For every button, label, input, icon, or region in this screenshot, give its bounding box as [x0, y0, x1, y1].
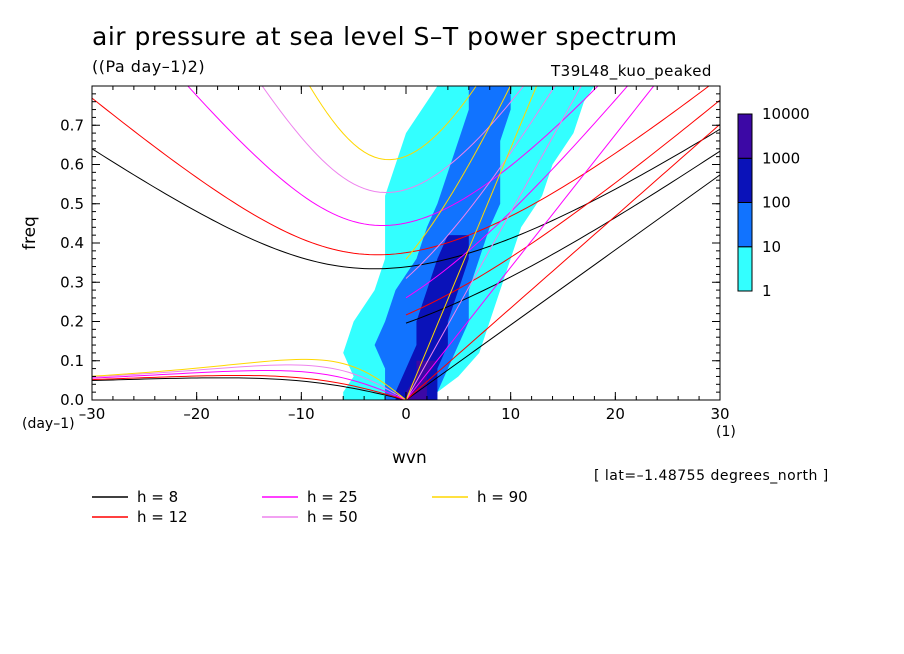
rossby-curve-12	[92, 374, 407, 400]
legend-label: h = 8	[137, 488, 178, 506]
y-ticks: 0.0 0.1 0.2 0.3 0.4 0.5 0.6 0.7	[60, 93, 720, 409]
inertia-gravity-curve-12	[92, 86, 710, 256]
contour-band-10	[374, 86, 511, 400]
chart-units: ((Pa day–1)2)	[92, 57, 206, 76]
colorbar-swatch	[737, 113, 753, 159]
mixed-rossby-gravity-curve-50	[405, 86, 556, 279]
y-tick-label: 0.4	[60, 234, 84, 252]
x-tick-label: –20	[183, 405, 210, 423]
x-tick-label: –30	[79, 405, 106, 423]
colorbar-swatch	[737, 246, 753, 292]
kelvin-curve-50	[405, 86, 582, 400]
colorbar-label: 1	[762, 282, 772, 300]
experiment-label: T39L48_kuo_peaked	[551, 62, 712, 80]
y-tick-label: 0.6	[60, 156, 84, 174]
colorbar-swatch	[737, 157, 753, 203]
chart-title: air pressure at sea level S–T power spec…	[92, 22, 678, 51]
kelvin-curve-12	[405, 123, 720, 400]
inertia-gravity-curve-25	[187, 86, 599, 227]
inertia-gravity-curve-50	[261, 86, 525, 194]
x-tick-label: 20	[606, 405, 625, 423]
mixed-rossby-gravity-curve-12	[405, 99, 720, 316]
mixed-rossby-gravity-curve-25	[405, 86, 629, 299]
contour-bands	[343, 86, 595, 400]
x-ticks: –30 –20 –10 0 10 20 30	[79, 86, 730, 423]
rossby-curve-90	[92, 358, 407, 400]
mixed-rossby-gravity-curve-90	[405, 86, 511, 260]
contour-band-100	[395, 235, 469, 400]
y-tick-label: 0.5	[60, 195, 84, 213]
rossby-curve-8	[92, 377, 407, 400]
x-tick-label: 10	[501, 405, 520, 423]
y-tick-label: 0.7	[60, 116, 84, 134]
x-axis-label: wvn	[392, 448, 427, 468]
y-axis-label: freq	[20, 216, 40, 250]
y-tick-label: 0.2	[60, 313, 84, 331]
x-tick-label: 0	[401, 405, 411, 423]
latitude-note: [ lat=–1.48755 degrees_north ]	[594, 468, 829, 484]
dispersion-curves	[92, 86, 720, 400]
legend-label: h = 12	[137, 508, 188, 526]
rossby-curve-50	[92, 364, 407, 400]
colorbar: 1 10 100 1000 10000	[737, 105, 810, 300]
rossby-curve-25	[92, 370, 407, 400]
y-axis-unit: (day–1)	[22, 416, 75, 432]
x-axis-unit: (1)	[716, 424, 736, 440]
legend: h = 8 h = 12 h = 25 h = 50 h = 90	[92, 488, 528, 526]
y-tick-label: 0.1	[60, 352, 84, 370]
colorbar-label: 1000	[762, 149, 800, 167]
inertia-gravity-curve-90	[309, 86, 477, 161]
colorbar-swatch	[737, 202, 753, 248]
y-tick-label: 0.0	[60, 391, 84, 409]
x-tick-label: –10	[288, 405, 315, 423]
x-tick-label: 30	[710, 405, 729, 423]
y-tick-label: 0.3	[60, 273, 84, 291]
colorbar-label: 100	[762, 194, 791, 212]
colorbar-label: 10000	[762, 105, 810, 123]
kelvin-curve-25	[405, 86, 655, 400]
mixed-rossby-gravity-curve-8	[405, 150, 720, 324]
kelvin-curve-8	[405, 174, 720, 400]
legend-label: h = 25	[307, 488, 358, 506]
legend-label: h = 50	[307, 508, 358, 526]
inertia-gravity-curve-8	[92, 128, 720, 270]
legend-label: h = 90	[477, 488, 528, 506]
colorbar-label: 10	[762, 238, 781, 256]
kelvin-curve-90	[405, 86, 538, 400]
